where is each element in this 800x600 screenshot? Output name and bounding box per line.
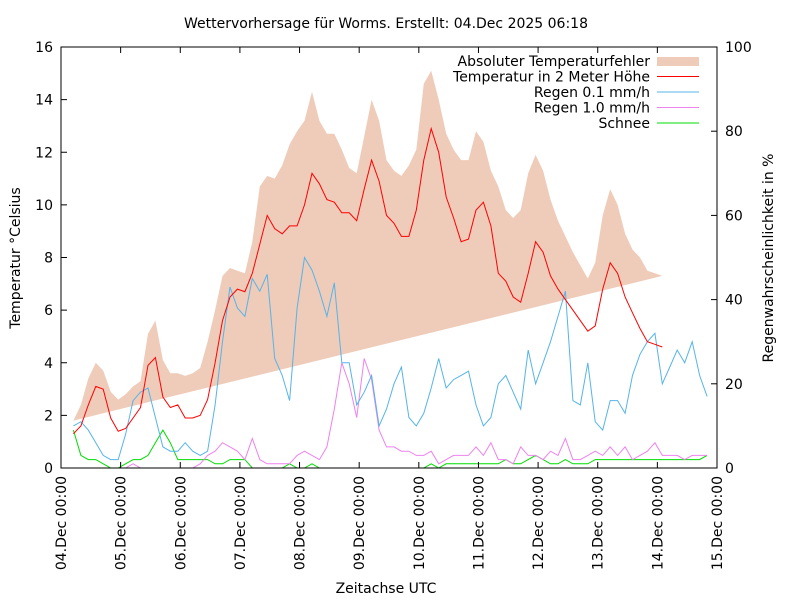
x-tick-label: 15.Dec 00:00 [710,476,726,570]
y-tick-label: 12 [35,145,53,161]
legend-label: Regen 1.0 mm/h [534,101,650,117]
legend-label: Regen 0.1 mm/h [534,85,650,101]
y-tick-label: 4 [44,356,53,372]
rain-1-0-line [73,358,708,468]
y2-tick-label: 60 [725,208,743,224]
y2-tick-label: 0 [725,461,734,477]
y-tick-label: 8 [44,251,53,267]
y2-axis-label: Regenwahrscheinlichkeit in % [761,154,777,363]
x-axis-label: Zeitachse UTC [336,581,437,597]
y-tick-label: 16 [35,40,53,56]
x-tick-label: 10.Dec 00:00 [412,476,428,570]
y-tick-label: 0 [44,461,53,477]
x-tick-label: 06.Dec 00:00 [173,476,189,570]
x-tick-label: 09.Dec 00:00 [352,476,368,570]
x-tick-label: 12.Dec 00:00 [531,476,547,570]
chart-title: Wettervorhersage für Worms. Erstellt: 04… [184,16,588,32]
x-tick-label: 08.Dec 00:00 [293,476,309,570]
y-tick-label: 6 [44,303,53,319]
temperature-line [73,126,663,435]
x-tick-label: 14.Dec 00:00 [650,476,666,570]
x-tick-label: 11.Dec 00:00 [471,476,487,570]
y-tick-label: 14 [35,93,53,109]
x-tick-label: 05.Dec 00:00 [114,476,130,570]
legend-label: Schnee [598,116,650,132]
y-axis-left: 0 2 4 6 8 10 12 14 16 [35,40,67,477]
y-axis-right: 0 20 40 60 80 100 [711,40,752,477]
y2-tick-label: 100 [725,40,752,56]
rain-0-1-line [73,256,708,461]
x-tick-label: 13.Dec 00:00 [591,476,607,570]
y-tick-label: 10 [35,198,53,214]
x-tick-label: 07.Dec 00:00 [233,476,249,570]
y2-tick-label: 80 [725,124,743,140]
y2-tick-label: 20 [725,377,743,393]
y-axis-label: Temperatur °Celsius [8,187,24,329]
legend-label: Temperatur in 2 Meter Höhe [452,70,650,86]
legend-label: Absoluter Temperaturfehler [458,54,651,70]
y2-tick-label: 40 [725,293,743,309]
series-lines-layer [72,126,708,468]
snow-line [72,429,708,468]
legend-swatch [657,57,699,66]
x-tick-label: 04.Dec 00:00 [54,476,70,570]
y-tick-label: 2 [44,408,53,424]
x-axis: 04.Dec 00:00 05.Dec 00:00 06.Dec 00:00 07.D… [54,47,726,570]
